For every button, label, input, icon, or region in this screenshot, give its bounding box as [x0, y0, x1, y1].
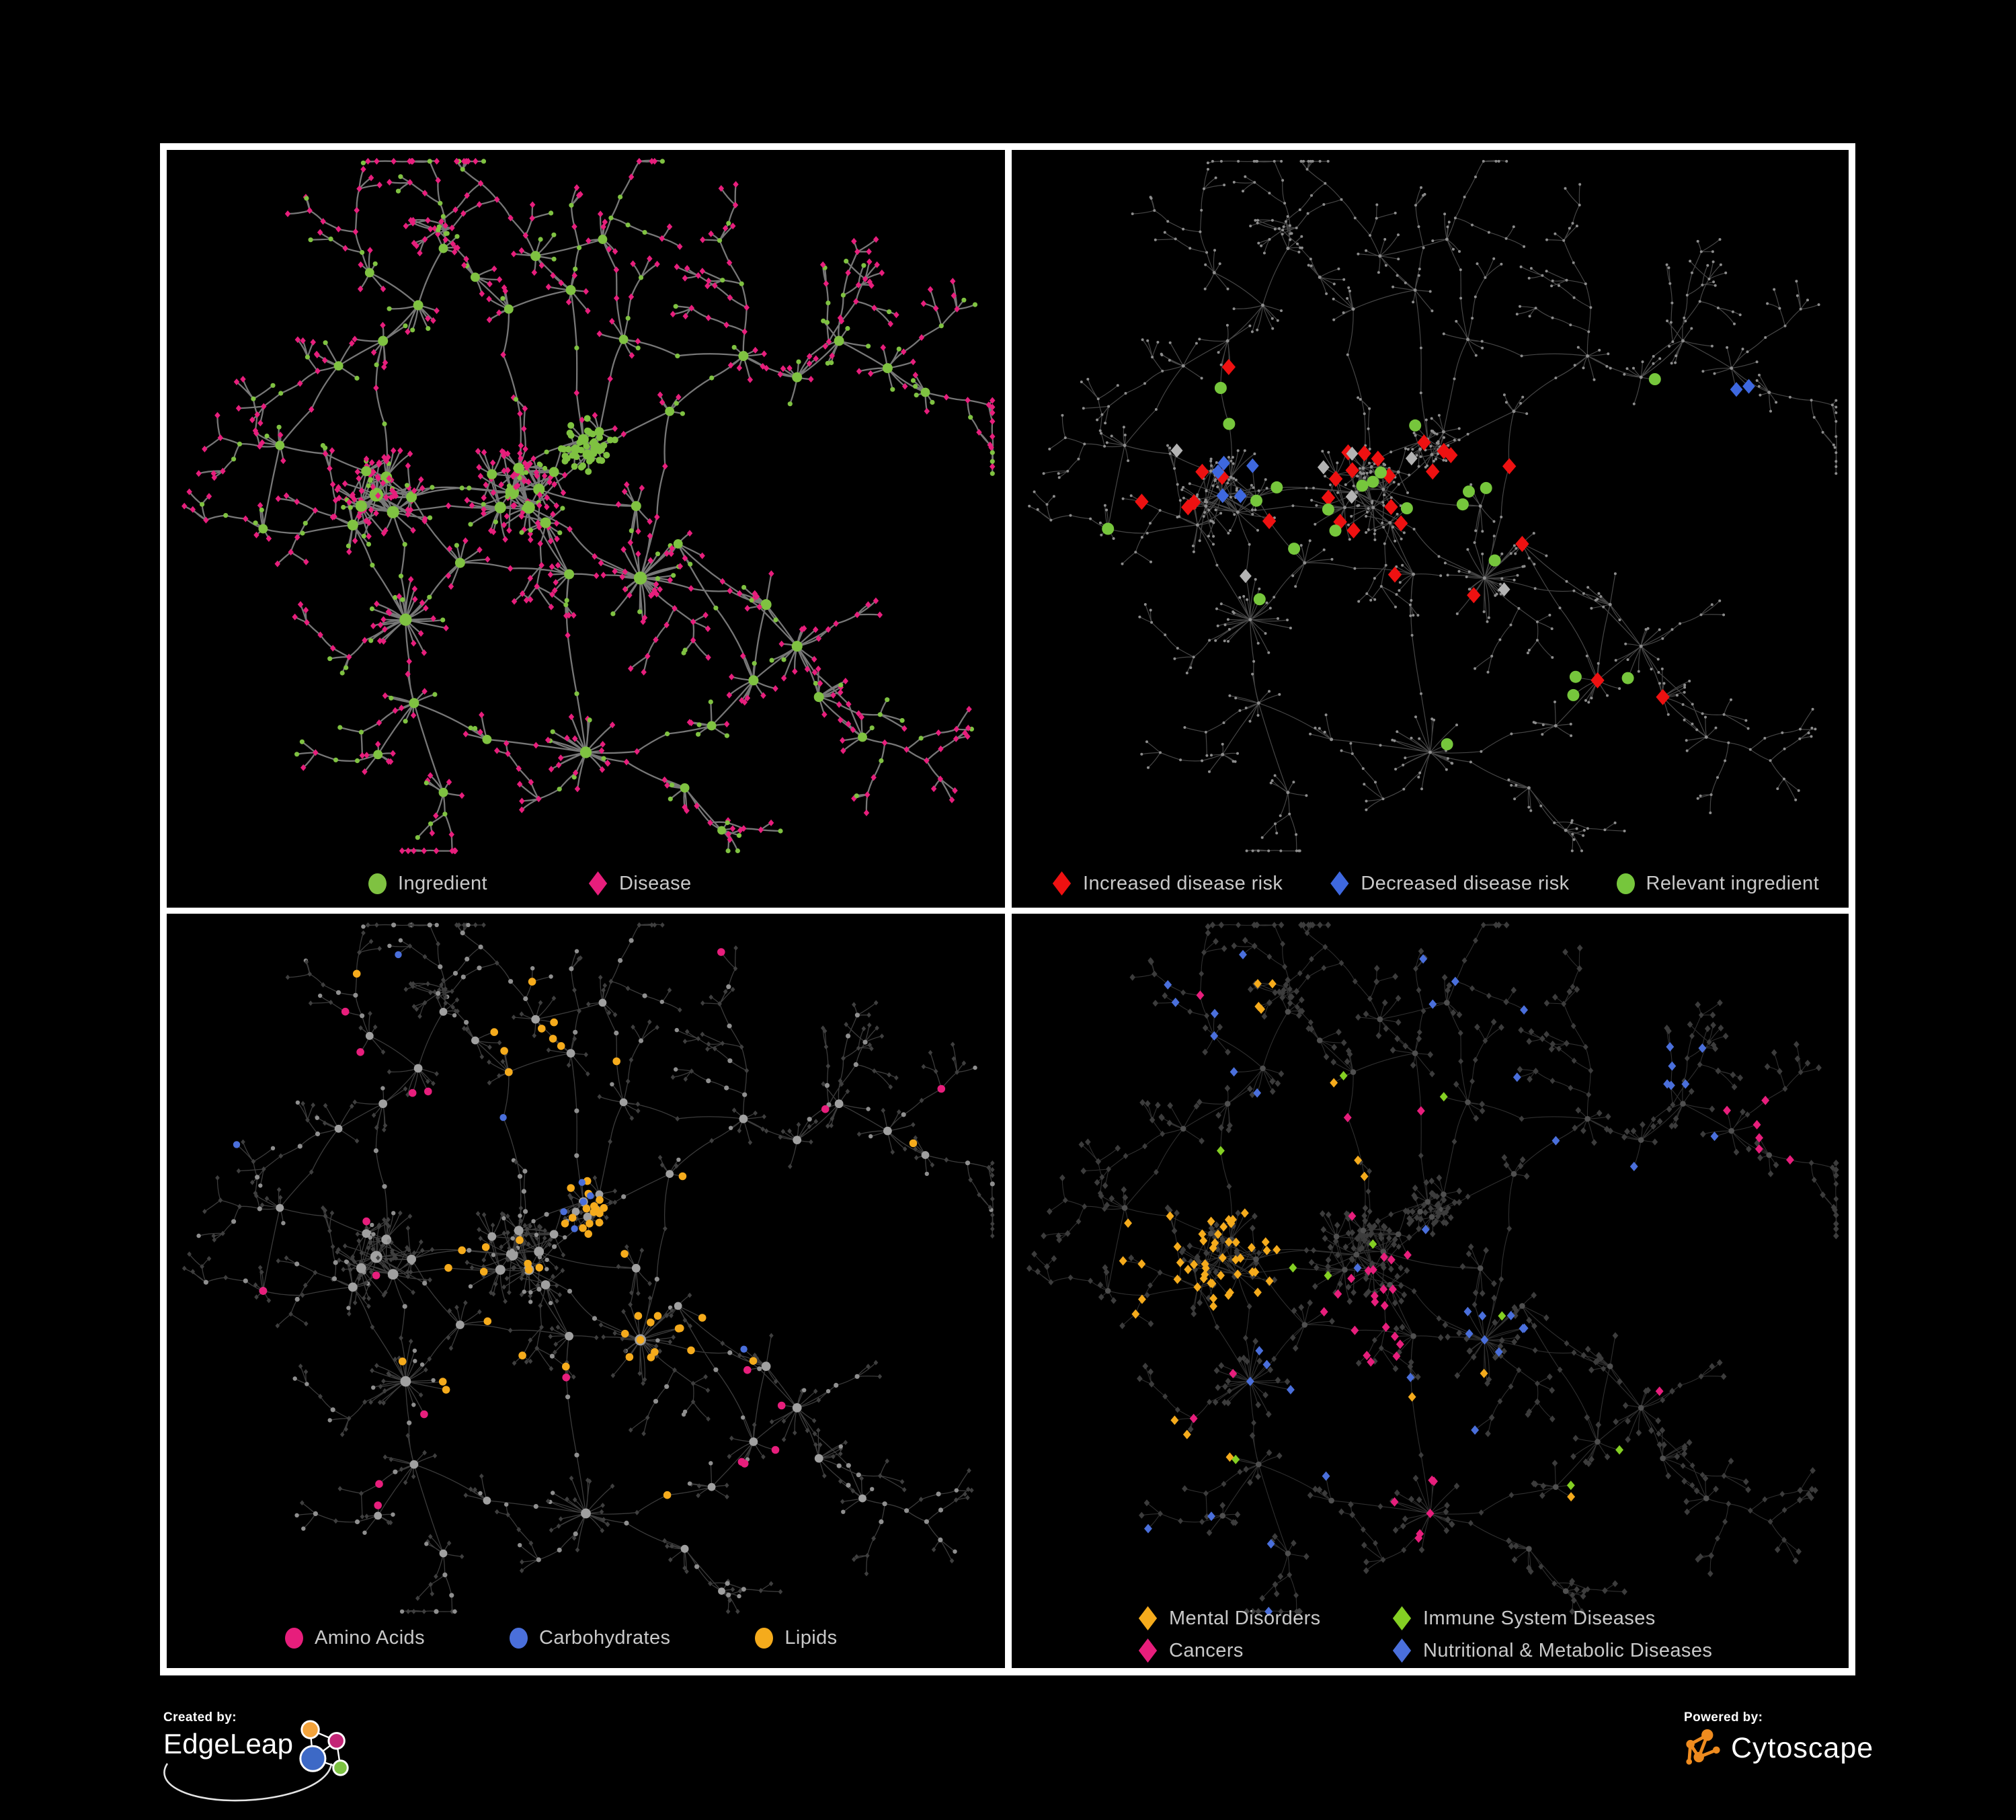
- circle-swatch: [509, 1628, 528, 1649]
- diamond-swatch: [1138, 1606, 1158, 1630]
- legend-label: Nutritional & Metabolic Diseases: [1423, 1639, 1713, 1661]
- macronutrients-network: [182, 922, 995, 1614]
- legend-macronutrients: Amino Acids Carbohydrates Lipids: [285, 1627, 838, 1649]
- diamond-swatch: [1330, 871, 1349, 896]
- legend-item-nutritional-metabolic-diseases: Nutritional & Metabolic Diseases: [1392, 1638, 1712, 1663]
- diamond-swatch: [588, 871, 608, 896]
- edgeleap-logo-icon: [299, 1720, 349, 1776]
- panel-ingredient-disease: Ingredient Disease: [167, 150, 1005, 908]
- legend-label: Cancers: [1169, 1639, 1244, 1661]
- disease-categories-network: [1026, 921, 1839, 1616]
- edgeleap-branding: Created by: EdgeLeap: [163, 1710, 352, 1802]
- circle-swatch: [1616, 873, 1635, 894]
- diamond-swatch: [1052, 871, 1072, 896]
- cytoscape-branding: Powered by: Cytoscape: [1684, 1710, 1873, 1768]
- disease-risk-network: [1028, 159, 1838, 853]
- circle-swatch: [285, 1628, 303, 1649]
- legend-item-mental-disorders: Mental Disorders: [1138, 1606, 1392, 1630]
- edgeleap-logo-text: EdgeLeap: [163, 1728, 294, 1759]
- legend-item-cancers: Cancers: [1138, 1638, 1392, 1663]
- legend-item-disease: Disease: [588, 871, 692, 896]
- legend-item-ingredient: Ingredient: [368, 873, 487, 895]
- panel-disease-risk: Increased disease risk Decreased disease …: [1012, 150, 1849, 908]
- circle-swatch: [368, 873, 387, 894]
- legend-label: Amino Acids: [315, 1627, 425, 1649]
- legend-label: Immune System Diseases: [1423, 1607, 1656, 1629]
- cytoscape-logo-icon: [1686, 1729, 1720, 1765]
- panel-macronutrients: Amino Acids Carbohydrates Lipids: [167, 914, 1005, 1668]
- ingredient-disease-network: [182, 157, 996, 855]
- legend-item-carbohydrates: Carbohydrates: [509, 1627, 671, 1649]
- legend-label: Lipids: [784, 1627, 838, 1649]
- legend-label: Mental Disorders: [1169, 1607, 1321, 1629]
- legend-item-immune-system-diseases: Immune System Diseases: [1392, 1606, 1712, 1630]
- cytoscape-logo-text: Cytoscape: [1731, 1731, 1874, 1764]
- legend-label: Decreased disease risk: [1361, 872, 1570, 894]
- legend-item-increased-disease-risk: Increased disease risk: [1052, 871, 1283, 896]
- panel-disease-categories: Mental Disorders Immune System Diseases Ca…: [1012, 914, 1849, 1668]
- legend-disease-categories: Mental Disorders Immune System Diseases Ca…: [1138, 1606, 1712, 1663]
- circle-swatch: [755, 1628, 774, 1649]
- legend-disease-risk: Increased disease risk Decreased disease …: [1052, 871, 1819, 896]
- diamond-swatch: [1138, 1638, 1158, 1663]
- created-by-label: Created by:: [163, 1710, 237, 1725]
- legend-item-amino-acids: Amino Acids: [285, 1627, 425, 1649]
- legend-label: Ingredient: [398, 872, 487, 894]
- legend-label: Increased disease risk: [1083, 872, 1283, 894]
- legend-item-lipids: Lipids: [755, 1627, 837, 1649]
- legend-label: Relevant ingredient: [1646, 872, 1820, 894]
- diamond-swatch: [1392, 1606, 1412, 1630]
- legend-label: Carbohydrates: [538, 1627, 671, 1649]
- powered-by-label: Powered by:: [1684, 1710, 1763, 1725]
- legend-item-decreased-disease-risk: Decreased disease risk: [1330, 871, 1569, 896]
- diamond-swatch: [1392, 1638, 1412, 1663]
- legend-ingredient-disease: Ingredient Disease: [368, 871, 692, 896]
- legend-label: Disease: [619, 872, 692, 894]
- legend-item-relevant-ingredient: Relevant ingredient: [1616, 872, 1820, 895]
- network-grid-frame: Ingredient Disease Increased disease risk…: [160, 143, 1855, 1675]
